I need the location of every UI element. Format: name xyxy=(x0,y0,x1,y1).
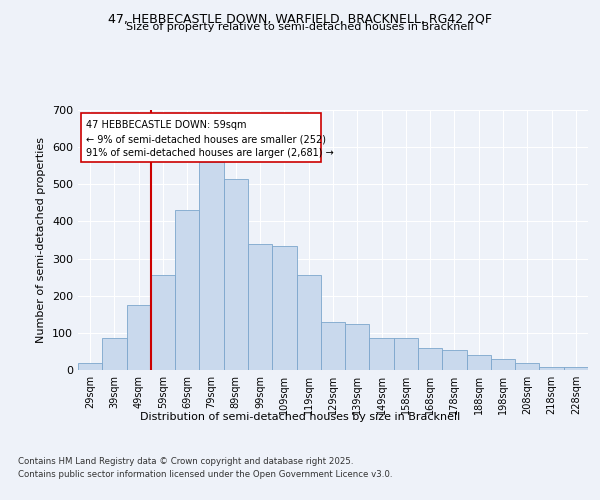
Y-axis label: Number of semi-detached properties: Number of semi-detached properties xyxy=(37,137,46,343)
Bar xyxy=(370,338,394,370)
Bar xyxy=(272,246,296,370)
Bar xyxy=(539,368,564,370)
Bar xyxy=(78,362,102,370)
Bar xyxy=(175,210,199,370)
Bar xyxy=(224,178,248,370)
Text: Contains public sector information licensed under the Open Government Licence v3: Contains public sector information licen… xyxy=(18,470,392,479)
Bar xyxy=(515,362,539,370)
Text: Size of property relative to semi-detached houses in Bracknell: Size of property relative to semi-detach… xyxy=(126,22,474,32)
Text: 47, HEBBECASTLE DOWN, WARFIELD, BRACKNELL, RG42 2QF: 47, HEBBECASTLE DOWN, WARFIELD, BRACKNEL… xyxy=(108,12,492,26)
Text: Distribution of semi-detached houses by size in Bracknell: Distribution of semi-detached houses by … xyxy=(140,412,460,422)
Bar xyxy=(418,348,442,370)
Text: 47 HEBBECASTLE DOWN: 59sqm: 47 HEBBECASTLE DOWN: 59sqm xyxy=(86,120,247,130)
Bar xyxy=(564,367,588,370)
Bar xyxy=(442,350,467,370)
Bar xyxy=(127,305,151,370)
Bar xyxy=(296,276,321,370)
Bar xyxy=(102,338,127,370)
Text: Contains HM Land Registry data © Crown copyright and database right 2025.: Contains HM Land Registry data © Crown c… xyxy=(18,458,353,466)
Text: 91% of semi-detached houses are larger (2,681) →: 91% of semi-detached houses are larger (… xyxy=(86,148,334,158)
Bar xyxy=(467,355,491,370)
Bar xyxy=(199,162,224,370)
Bar xyxy=(321,322,345,370)
Bar xyxy=(394,338,418,370)
Text: ← 9% of semi-detached houses are smaller (252): ← 9% of semi-detached houses are smaller… xyxy=(86,134,326,144)
Bar xyxy=(345,324,370,370)
Bar xyxy=(248,244,272,370)
Bar xyxy=(151,276,175,370)
Bar xyxy=(491,359,515,370)
